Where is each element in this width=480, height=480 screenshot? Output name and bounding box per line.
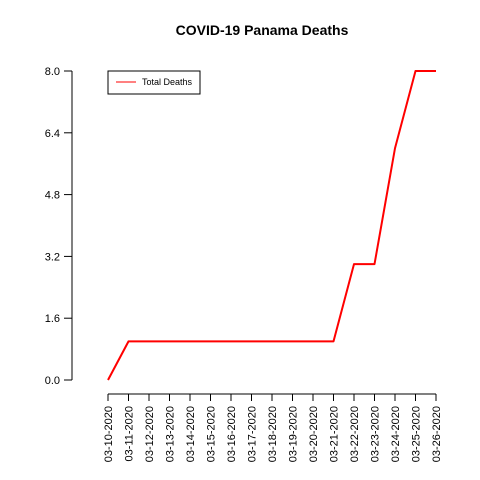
x-tick-label: 03-14-2020 [185, 406, 197, 462]
legend-box [107, 70, 201, 95]
x-tick-label: 03-19-2020 [288, 406, 300, 462]
x-tick-label: 03-24-2020 [390, 406, 402, 462]
x-tick-label: 03-11-2020 [124, 406, 136, 461]
plot-area [107, 70, 436, 381]
x-tick-label: 03-26-2020 [431, 406, 443, 462]
x-tick-label: 03-20-2020 [308, 406, 320, 462]
y-tick-label: 4.8 [45, 190, 60, 202]
x-tick-label: 03-22-2020 [349, 406, 361, 462]
legend: Total Deaths [107, 70, 201, 95]
y-tick-label: 8.0 [45, 66, 60, 78]
x-tick-label: 03-18-2020 [267, 406, 279, 462]
x-tick-label: 03-13-2020 [165, 406, 177, 462]
series-line-total-deaths [107, 70, 436, 381]
y-tick-label: 0.0 [45, 375, 60, 387]
x-tick-label: 03-10-2020 [103, 406, 115, 462]
legend-label-total-deaths: Total Deaths [142, 77, 193, 87]
x-tick-label: 03-12-2020 [144, 406, 156, 462]
y-tick-label: 3.2 [45, 251, 60, 263]
x-tick-label: 03-15-2020 [206, 406, 218, 462]
x-axis: 03-10-2020 03-11-2020 03-12-2020 03-13-2020… [103, 393, 443, 462]
x-tick-label: 03-23-2020 [370, 406, 382, 462]
x-tick-label: 03-25-2020 [411, 406, 423, 462]
x-tick-label: 03-17-2020 [247, 406, 259, 462]
chart-title: COVID-19 Panama Deaths [176, 22, 349, 38]
y-tick-label: 6.4 [45, 128, 60, 140]
x-tick-label: 03-21-2020 [329, 406, 341, 462]
y-tick-label: 1.6 [45, 313, 60, 325]
x-tick-label: 03-16-2020 [226, 406, 238, 462]
y-axis: 0.0 1.6 3.2 4.8 6.4 8.0 [45, 66, 73, 387]
